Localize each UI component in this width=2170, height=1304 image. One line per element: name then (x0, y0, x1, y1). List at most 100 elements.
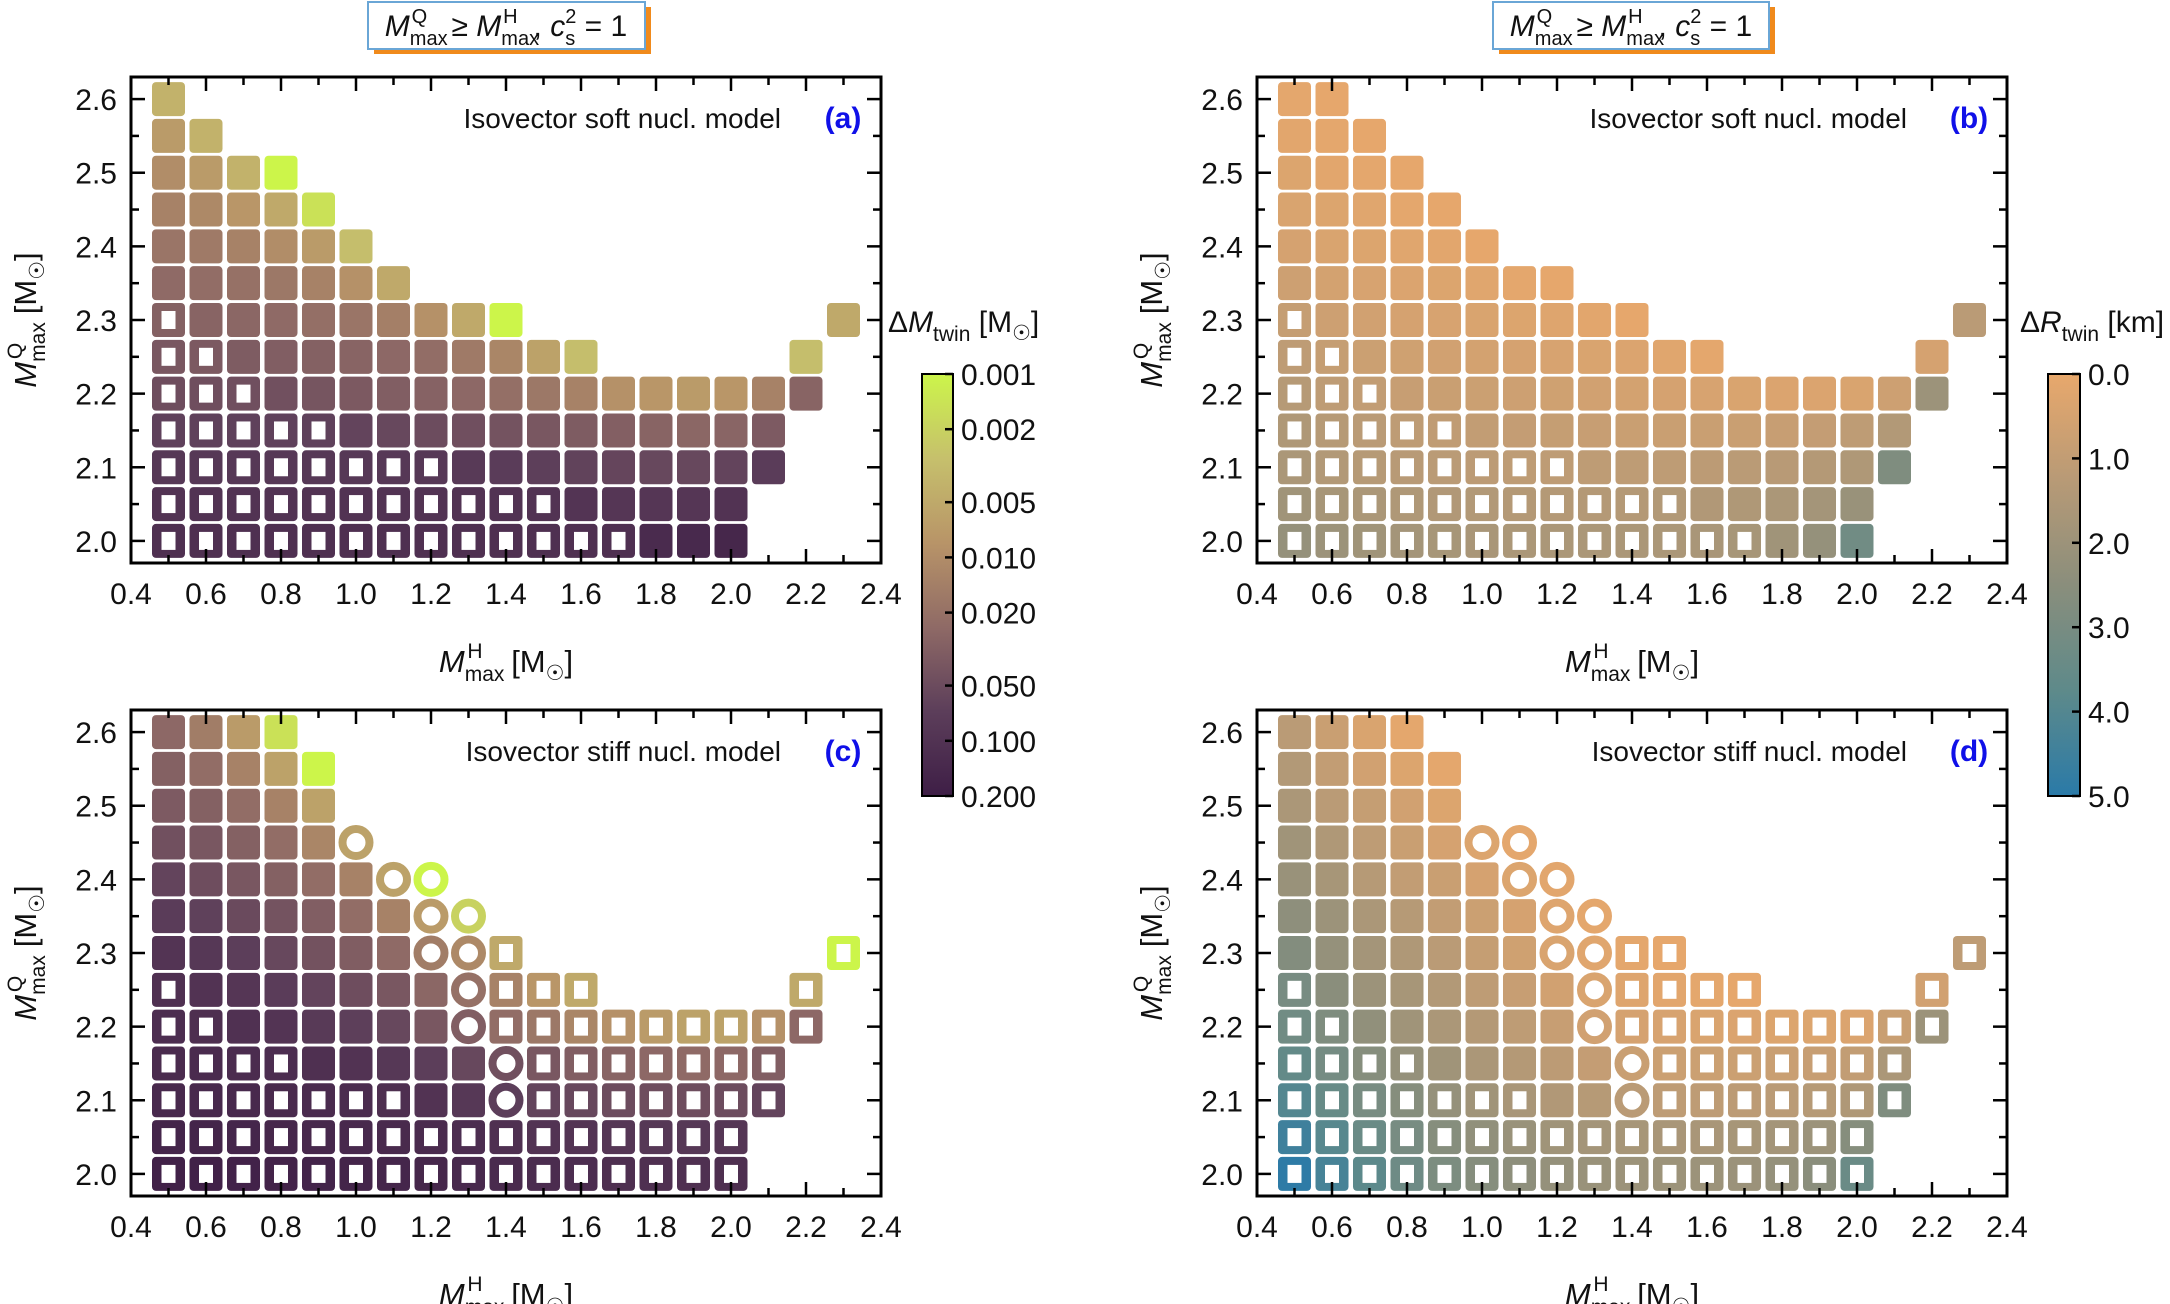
ring-marker (413, 861, 449, 897)
filled-square-marker (639, 450, 673, 485)
hollow-square-hole (424, 531, 438, 550)
colorbar-tick-label: 0.002 (961, 414, 1036, 447)
hollow-square-hole (1325, 1017, 1339, 1036)
y-tick-label: 2.6 (1201, 84, 1243, 117)
filled-square-marker (714, 487, 748, 522)
y-tick-label: 2.4 (1201, 231, 1243, 264)
filled-square-marker (1390, 899, 1424, 934)
hollow-square-hole (461, 1164, 476, 1183)
hollow-square-hole (1287, 980, 1302, 999)
filled-square-marker (1315, 936, 1349, 970)
x-axis-label-part: H (1593, 640, 1608, 663)
filled-square-marker (1578, 376, 1611, 411)
y-tick-label: 2.1 (75, 452, 117, 485)
hollow-square-hole (1400, 1164, 1414, 1183)
y-tick-label: 2.3 (75, 938, 117, 971)
hollow-square-hole (1662, 1164, 1677, 1183)
ring-marker (1539, 861, 1575, 897)
hollow-square-hole (386, 458, 401, 477)
filled-square-marker (1540, 1046, 1574, 1081)
ring-marker (1502, 825, 1537, 861)
x-axis-label-part: max (1591, 1296, 1631, 1304)
colorbar-title-part: Δ (888, 306, 908, 339)
hollow-square-hole (611, 1017, 626, 1036)
filled-square-marker (189, 715, 223, 750)
filled-square-marker (1428, 229, 1461, 264)
hollow-square-hole (1400, 495, 1414, 514)
hollow-square-hole (199, 1054, 213, 1073)
hollow-square-hole (536, 1164, 551, 1183)
y-axis-label-part: ☉ (26, 894, 49, 913)
filled-square-marker (414, 339, 448, 374)
filled-square-marker (752, 376, 785, 411)
hollow-square-hole (199, 495, 213, 514)
hollow-square-hole (799, 980, 813, 999)
y-axis-label-part: M (8, 995, 43, 1021)
x-tick-label: 0.8 (260, 578, 302, 611)
panel-tag: (a) (825, 102, 862, 135)
hollow-square-hole (1287, 347, 1302, 366)
hollow-square-hole (1700, 1091, 1714, 1110)
filled-square-marker (1803, 487, 1836, 522)
filled-square-marker (1390, 1009, 1424, 1044)
ring-marker (451, 972, 486, 1008)
hollow-square-hole (1287, 384, 1302, 403)
hollow-square-hole (1550, 1164, 1564, 1183)
hollow-square-hole (386, 1091, 401, 1110)
filled-square-marker (639, 487, 673, 522)
y-axis-label-part: ] (1134, 885, 1169, 894)
filled-square-marker (414, 1083, 448, 1118)
filled-square-marker (1353, 936, 1386, 970)
hollow-square-hole (349, 531, 363, 550)
colorbar-tick-label: 0.005 (961, 487, 1036, 520)
x-tick-label: 2.0 (1836, 1211, 1878, 1244)
filled-square-marker (639, 413, 673, 448)
filled-square-marker (1915, 339, 1949, 374)
hollow-square-hole (574, 1054, 588, 1073)
y-axis-label-part: max (1153, 322, 1176, 362)
header-condition-left: MmaxQ ≥ MmaxH, cs2 = 1 (385, 6, 627, 50)
hollow-square-hole (536, 980, 551, 999)
filled-square-marker (1278, 266, 1311, 301)
hollow-square-hole (1362, 1128, 1377, 1147)
hollow-square-hole (1512, 495, 1527, 514)
x-tick-label: 1.2 (1536, 1211, 1578, 1244)
hollow-square-hole (1287, 1054, 1302, 1073)
x-tick-label: 1.4 (485, 1211, 527, 1244)
filled-square-marker (339, 936, 373, 970)
x-axis-label-part: M (1565, 1277, 1591, 1304)
y-tick-label: 2.1 (1201, 452, 1243, 485)
hollow-square-hole (1587, 1164, 1602, 1183)
ring-marker (1539, 935, 1575, 971)
filled-square-marker (227, 715, 260, 750)
filled-square-marker (1465, 229, 1499, 264)
panel-tag: (b) (1950, 102, 1988, 135)
filled-square-marker (264, 715, 298, 750)
hollow-square-hole (161, 458, 176, 477)
filled-square-marker (227, 266, 260, 301)
hollow-square-hole (236, 531, 251, 550)
filled-square-marker (1465, 303, 1499, 337)
filled-square-marker (1428, 899, 1461, 934)
y-axis-label-part: ] (1134, 252, 1169, 261)
filled-square-marker (227, 303, 260, 337)
y-tick-label: 2.0 (75, 1159, 117, 1192)
filled-square-marker (339, 1009, 373, 1044)
filled-square-marker (1503, 936, 1536, 970)
hollow-square-hole (1850, 1017, 1864, 1036)
filled-square-marker (1353, 751, 1386, 786)
filled-square-marker (1390, 266, 1424, 301)
ring-marker (1539, 898, 1575, 934)
filled-square-marker (1503, 266, 1536, 301)
y-axis-label-part: ] (8, 885, 43, 894)
y-tick-label: 2.0 (75, 526, 117, 559)
x-tick-label: 2.2 (785, 1211, 827, 1244)
filled-square-marker (227, 862, 260, 897)
hollow-square-hole (1287, 1017, 1302, 1036)
filled-square-marker (227, 788, 260, 823)
filled-square-marker (339, 1046, 373, 1081)
filled-square-marker (1390, 825, 1424, 860)
hollow-square-hole (199, 1164, 213, 1183)
hollow-square-hole (1512, 531, 1527, 550)
x-tick-label: 1.8 (1761, 1211, 1803, 1244)
